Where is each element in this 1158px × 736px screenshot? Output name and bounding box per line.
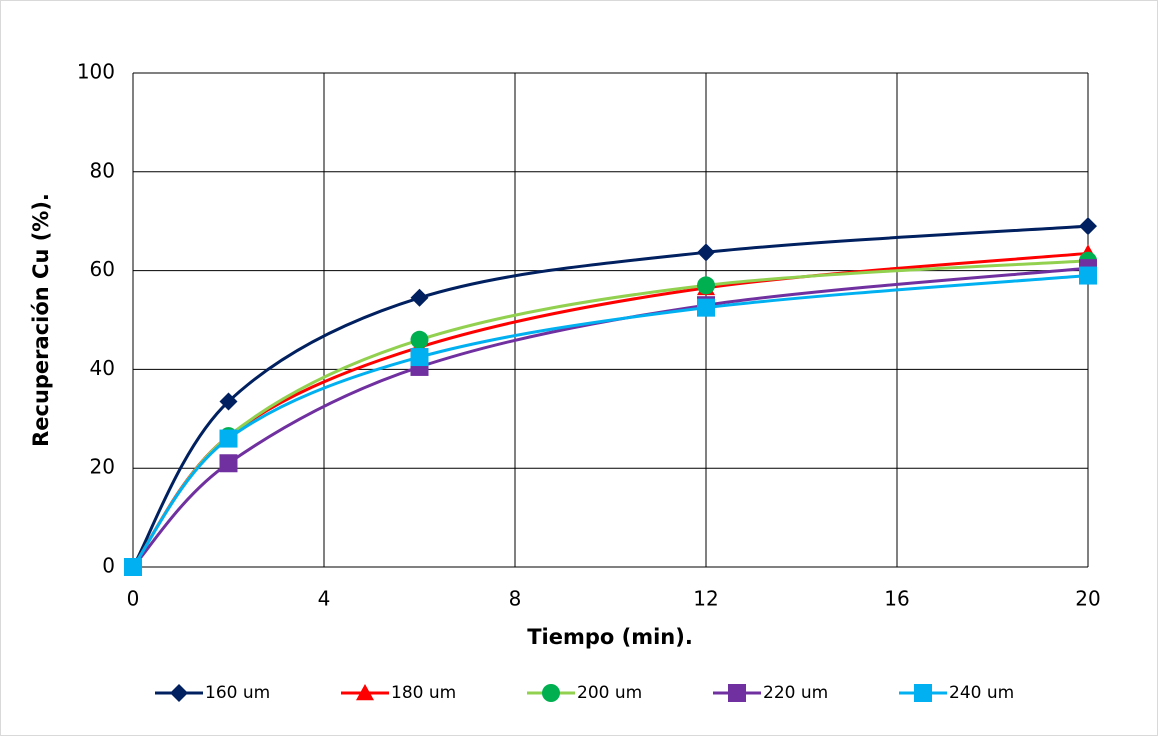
legend-label: 180 um: [391, 683, 456, 703]
data-point: [219, 392, 238, 411]
y-tick-label: 60: [90, 257, 115, 281]
x-tick-label: 12: [693, 587, 718, 611]
x-tick-label: 0: [127, 587, 140, 611]
x-tick-label: 4: [318, 587, 331, 611]
y-axis-title: Recuperación Cu (%).: [29, 193, 53, 447]
legend-marker: [542, 684, 560, 702]
legend-marker: [170, 684, 188, 702]
y-tick-label: 0: [102, 554, 115, 578]
x-tick-label: 20: [1075, 587, 1100, 611]
data-point: [1079, 217, 1097, 236]
data-point: [1079, 266, 1097, 285]
data-point: [219, 429, 238, 448]
legend-marker: [728, 684, 746, 702]
y-tick-label: 80: [90, 158, 115, 182]
x-tick-label: 8: [509, 587, 522, 611]
data-point: [697, 243, 715, 262]
series-line: [131, 274, 1089, 568]
data-point: [697, 276, 715, 295]
data-point: [410, 348, 429, 367]
y-tick-label: 100: [77, 60, 115, 84]
series-line: [131, 224, 1089, 568]
data-point: [124, 558, 142, 576]
legend-label: 200 um: [577, 683, 642, 703]
data-point: [410, 330, 429, 349]
data-point: [697, 298, 715, 317]
legend-label: 160 um: [205, 683, 270, 703]
legend-label: 220 um: [763, 683, 828, 703]
x-tick-label: 16: [884, 587, 909, 611]
series-line: [131, 259, 1089, 568]
legend-marker: [914, 684, 932, 702]
series-line: [131, 266, 1089, 569]
legend-label: 240 um: [949, 683, 1014, 703]
legend-marker: [356, 684, 374, 701]
data-point: [410, 288, 429, 307]
y-tick-label: 40: [90, 356, 115, 380]
x-axis-title: Tiempo (min).: [527, 625, 693, 649]
data-point: [219, 454, 238, 473]
y-tick-label: 20: [90, 455, 115, 479]
